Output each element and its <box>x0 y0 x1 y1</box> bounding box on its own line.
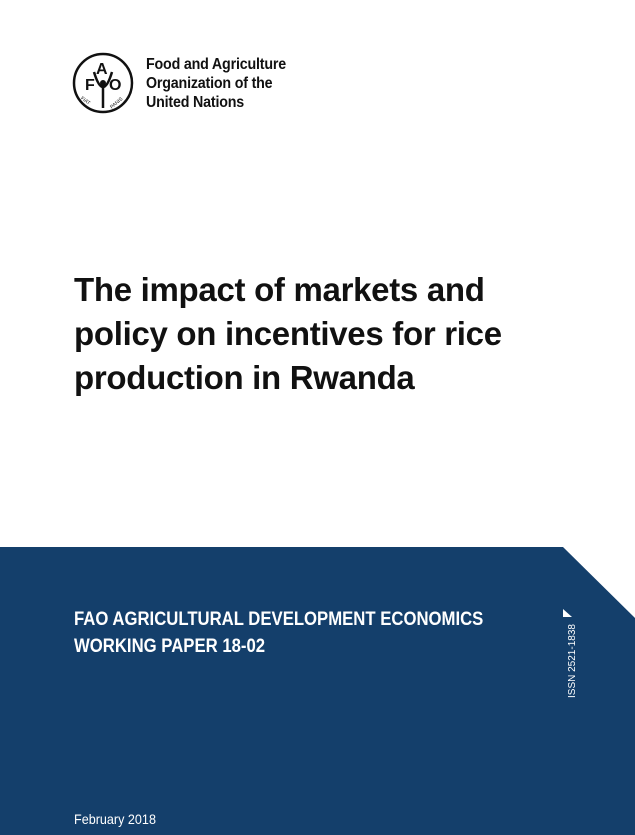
org-line: Organization of the <box>146 75 273 92</box>
fao-logo: F A O FIAT PANIS <box>72 52 134 114</box>
title-line: The impact of markets and <box>74 271 485 308</box>
triangle-icon <box>563 609 572 617</box>
org-line: Food and Agriculture <box>146 56 286 73</box>
svg-text:FIAT: FIAT <box>79 96 91 107</box>
org-line: United Nations <box>146 94 245 111</box>
document-title: The impact of markets and policy on ince… <box>74 268 502 400</box>
svg-text:F: F <box>85 77 95 94</box>
publication-date: February 2018 <box>74 811 156 827</box>
series-line: FAO AGRICULTURAL DEVELOPMENT ECONOMICS <box>74 609 484 630</box>
svg-text:A: A <box>96 61 108 78</box>
organization-name: Food and Agriculture Organization of the… <box>146 55 286 112</box>
series-title: FAO AGRICULTURAL DEVELOPMENT ECONOMICS W… <box>74 606 483 660</box>
title-line: production in Rwanda <box>74 359 415 396</box>
cover-band <box>0 547 635 835</box>
issn: ISSN 2521-1838 <box>567 624 578 698</box>
svg-text:O: O <box>109 77 121 94</box>
title-line: policy on incentives for rice <box>74 315 502 352</box>
series-line: WORKING PAPER 18-02 <box>74 636 266 657</box>
